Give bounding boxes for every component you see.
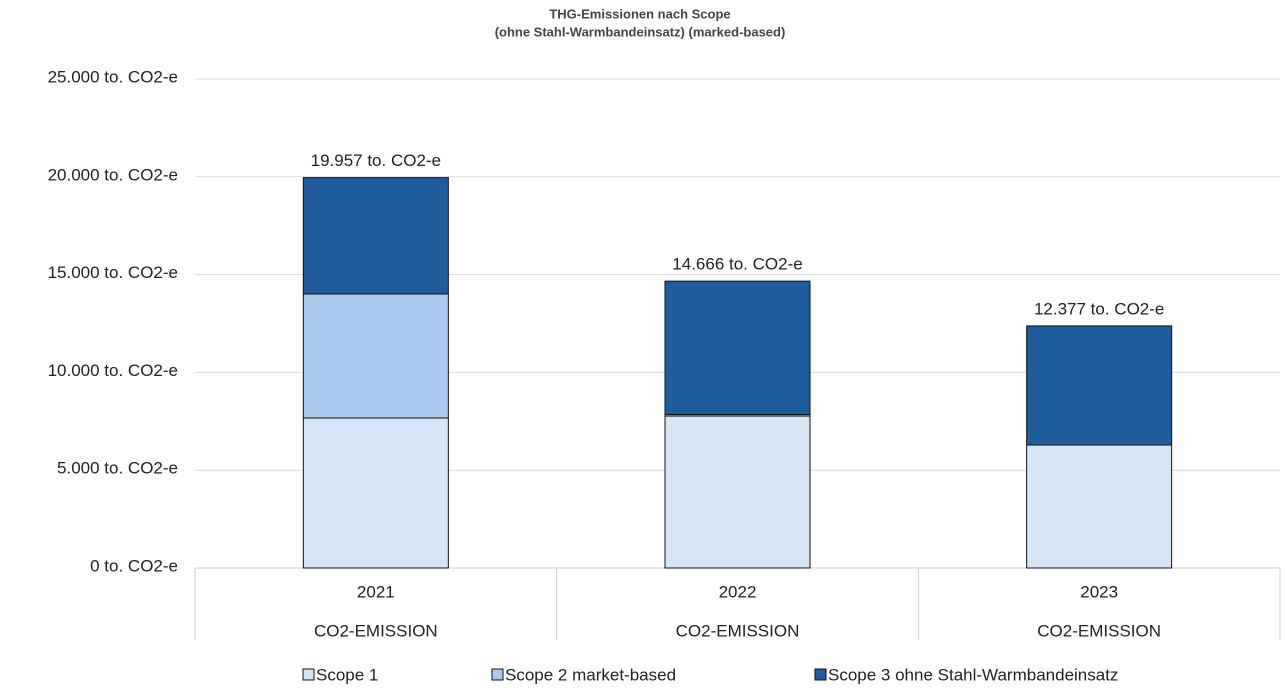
legend-label: Scope 3 ohne Stahl-Warmbandeinsatz <box>828 665 1118 684</box>
bar-segment <box>1026 325 1173 446</box>
x-group-label: CO2-EMISSION <box>676 621 800 640</box>
total-label: 14.666 to. CO2-e <box>672 255 802 274</box>
chart-title: THG-Emissionen nach Scope <box>549 6 730 21</box>
total-label: 19.957 to. CO2-e <box>311 151 441 170</box>
legend-swatch <box>302 668 315 681</box>
y-tick-label: 10.000 to. CO2-e <box>48 361 178 380</box>
total-label: 12.377 to. CO2-e <box>1034 299 1164 318</box>
y-tick-label: 25.000 to. CO2-e <box>48 67 178 86</box>
x-tick-label: 2023 <box>1080 582 1118 601</box>
bar-segment <box>664 280 811 415</box>
x-tick-label: 2021 <box>357 582 395 601</box>
y-tick-label: 20.000 to. CO2-e <box>48 165 178 184</box>
legend-label: Scope 2 market-based <box>505 665 676 684</box>
legend-label: Scope 1 <box>316 665 378 684</box>
bar-segment <box>302 293 449 419</box>
y-tick-label: 5.000 to. CO2-e <box>57 459 178 478</box>
legend-swatch <box>491 668 504 681</box>
bar-segment <box>1026 444 1173 569</box>
bar-segment <box>664 415 811 569</box>
x-group-label: CO2-EMISSION <box>314 621 438 640</box>
y-tick-label: 0 to. CO2-e <box>90 556 178 575</box>
x-group-label: CO2-EMISSION <box>1037 621 1161 640</box>
bar-segment <box>302 177 449 295</box>
y-tick-label: 15.000 to. CO2-e <box>48 263 178 282</box>
legend-swatch <box>814 668 827 681</box>
bar-segment <box>302 417 449 569</box>
chart-subtitle: (ohne Stahl-Warmbandeinsatz) (marked-bas… <box>495 24 786 39</box>
x-tick-label: 2022 <box>719 582 757 601</box>
